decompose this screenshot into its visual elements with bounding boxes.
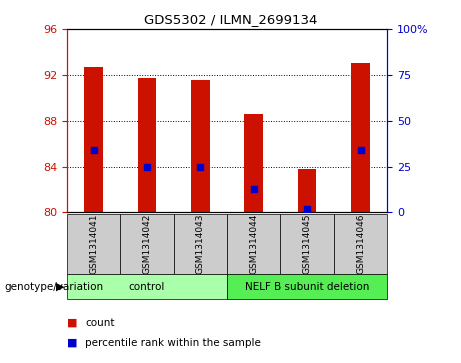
Bar [351,63,370,212]
Point [197,164,204,170]
Bar [67,274,227,299]
Bar [227,214,280,274]
Bar [67,214,120,274]
Bar [227,274,387,299]
Text: percentile rank within the sample: percentile rank within the sample [85,338,261,348]
Bar [191,80,210,212]
Point [357,147,364,153]
Text: genotype/variation: genotype/variation [5,282,104,292]
Text: count: count [85,318,115,328]
Text: GSM1314042: GSM1314042 [142,214,152,274]
Text: GSM1314045: GSM1314045 [302,214,312,274]
Text: NELF B subunit deletion: NELF B subunit deletion [245,282,369,292]
Bar [84,68,103,212]
Bar [298,169,317,212]
Bar [174,214,227,274]
Point [250,185,257,191]
Text: GSM1314046: GSM1314046 [356,214,365,274]
Bar [280,214,334,274]
Text: GDS5302 / ILMN_2699134: GDS5302 / ILMN_2699134 [144,13,317,26]
Bar [244,114,263,212]
Text: ■: ■ [67,318,77,328]
Point [143,164,151,170]
Text: control: control [129,282,165,292]
Point [90,147,97,153]
Text: ▶: ▶ [56,282,65,292]
Text: ■: ■ [67,338,77,348]
Bar [120,214,174,274]
Bar [137,78,156,212]
Point [303,206,311,212]
Text: GSM1314043: GSM1314043 [196,214,205,274]
Text: GSM1314044: GSM1314044 [249,214,258,274]
Text: GSM1314041: GSM1314041 [89,214,98,274]
Bar [334,214,387,274]
